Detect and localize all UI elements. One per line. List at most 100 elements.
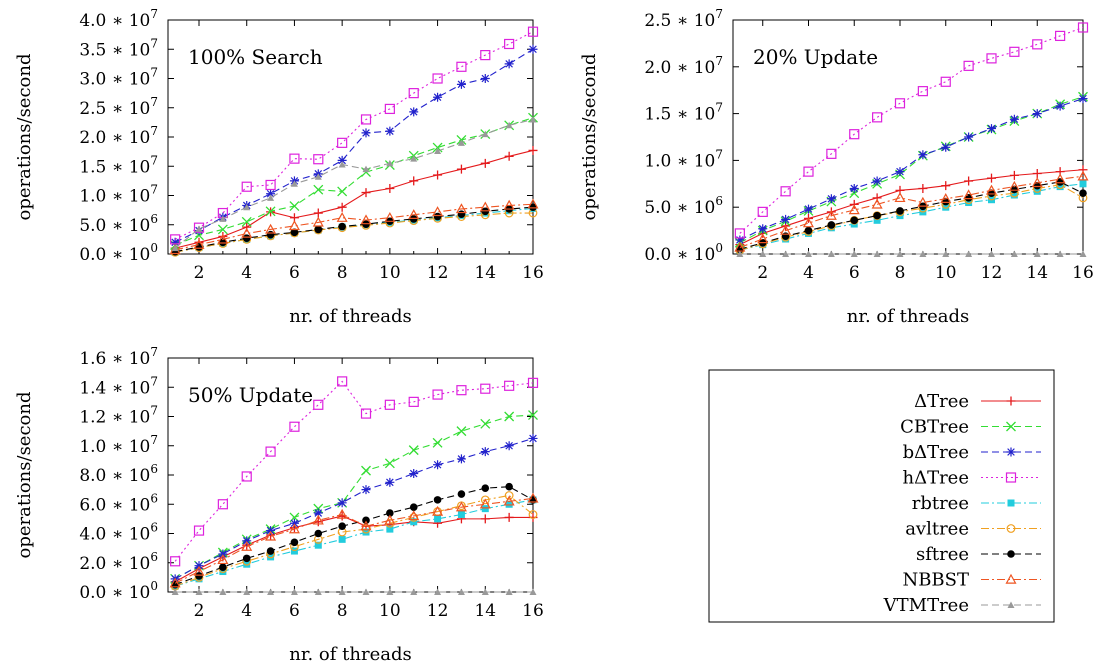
data-point	[987, 250, 995, 257]
data-point	[759, 250, 767, 257]
series-line	[739, 184, 1084, 251]
data-point	[432, 206, 444, 217]
series-bΔTree	[170, 433, 538, 584]
data-point	[169, 577, 181, 588]
legend-label: hΔTree	[902, 468, 969, 489]
data-point	[433, 496, 442, 504]
data-point	[266, 547, 275, 555]
data-point	[804, 226, 813, 235]
data-point	[288, 220, 300, 231]
data-point	[194, 561, 204, 571]
x-tick-label: 10	[379, 263, 401, 283]
x-tick-label: 16	[522, 263, 544, 283]
series-line	[739, 169, 1084, 246]
data-point	[481, 130, 489, 138]
data-point	[504, 512, 514, 522]
data-point	[1010, 250, 1018, 257]
data-point	[219, 568, 227, 576]
data-point	[410, 588, 418, 595]
legend-marker	[1005, 472, 1017, 483]
y-tick-label: 6.0 ∗ 106	[79, 491, 158, 515]
data-point	[504, 491, 514, 500]
data-point	[918, 183, 928, 193]
data-point	[360, 214, 372, 225]
data-point	[385, 477, 395, 487]
data-point	[480, 383, 491, 394]
legend-item: VTMTree	[883, 595, 1041, 616]
data-point	[171, 244, 179, 252]
y-tick-label: 1.5 ∗ 107	[644, 101, 723, 125]
panel-title: 50% Update	[188, 383, 313, 407]
data-point	[456, 426, 467, 437]
data-point	[528, 433, 538, 443]
y-tick-label: 0.0 ∗ 100	[644, 241, 723, 265]
legend-marker	[1007, 601, 1015, 608]
data-point	[243, 588, 251, 595]
data-point	[825, 209, 837, 220]
y-axis-title: operations/second	[14, 392, 35, 559]
data-point	[480, 74, 490, 83]
y-tick-label: 1.6 ∗ 107	[79, 345, 158, 369]
data-point	[918, 150, 928, 160]
data-point	[386, 159, 394, 167]
series-line	[174, 380, 534, 562]
data-point	[1079, 189, 1087, 197]
data-point	[314, 588, 322, 595]
data-point	[384, 514, 396, 525]
data-point	[384, 458, 395, 469]
series-VTMTree	[171, 115, 537, 252]
y-tick-label: 1.0 ∗ 107	[79, 183, 158, 207]
data-point	[241, 471, 252, 482]
data-point	[528, 145, 538, 155]
data-point	[941, 181, 951, 191]
data-point	[827, 221, 836, 229]
data-point	[386, 509, 394, 517]
data-point	[850, 250, 858, 257]
data-point	[736, 250, 744, 257]
data-point	[362, 528, 370, 536]
data-point	[408, 209, 420, 220]
data-point	[433, 212, 442, 221]
x-tick-label: 4	[241, 601, 252, 621]
data-point	[457, 139, 465, 146]
data-point	[872, 176, 882, 186]
data-point	[434, 147, 442, 155]
data-point	[385, 126, 395, 136]
data-point	[505, 588, 513, 595]
data-point	[1078, 94, 1088, 104]
data-point	[267, 553, 275, 561]
data-point	[964, 194, 973, 202]
data-point	[895, 167, 905, 177]
data-point	[528, 44, 538, 54]
data-point	[386, 525, 394, 533]
data-point	[803, 204, 813, 214]
data-point	[481, 484, 490, 492]
data-point	[757, 206, 768, 217]
legend-marker	[1007, 550, 1015, 558]
data-point	[780, 224, 792, 235]
y-tick-label: 2.0 ∗ 107	[79, 124, 158, 148]
series-NBBST	[169, 198, 539, 255]
data-point	[529, 588, 537, 595]
legend-item: sftree	[916, 544, 1041, 565]
data-point	[217, 554, 229, 565]
data-point	[480, 418, 491, 429]
data-point	[734, 228, 745, 239]
data-point	[313, 208, 323, 218]
data-point	[457, 490, 466, 498]
y-tick-label: 4.0 ∗ 106	[79, 521, 158, 545]
series-line	[175, 206, 534, 253]
data-point	[314, 225, 323, 234]
data-point	[290, 538, 299, 547]
data-point	[218, 549, 228, 559]
data-point	[964, 132, 974, 142]
x-axis-title: nr. of threads	[289, 306, 411, 327]
data-point	[217, 499, 228, 510]
data-point	[289, 153, 300, 164]
legend-marker	[1006, 447, 1016, 457]
data-point	[529, 115, 537, 123]
data-point	[826, 148, 837, 159]
data-point	[338, 522, 346, 530]
data-point	[456, 385, 467, 396]
